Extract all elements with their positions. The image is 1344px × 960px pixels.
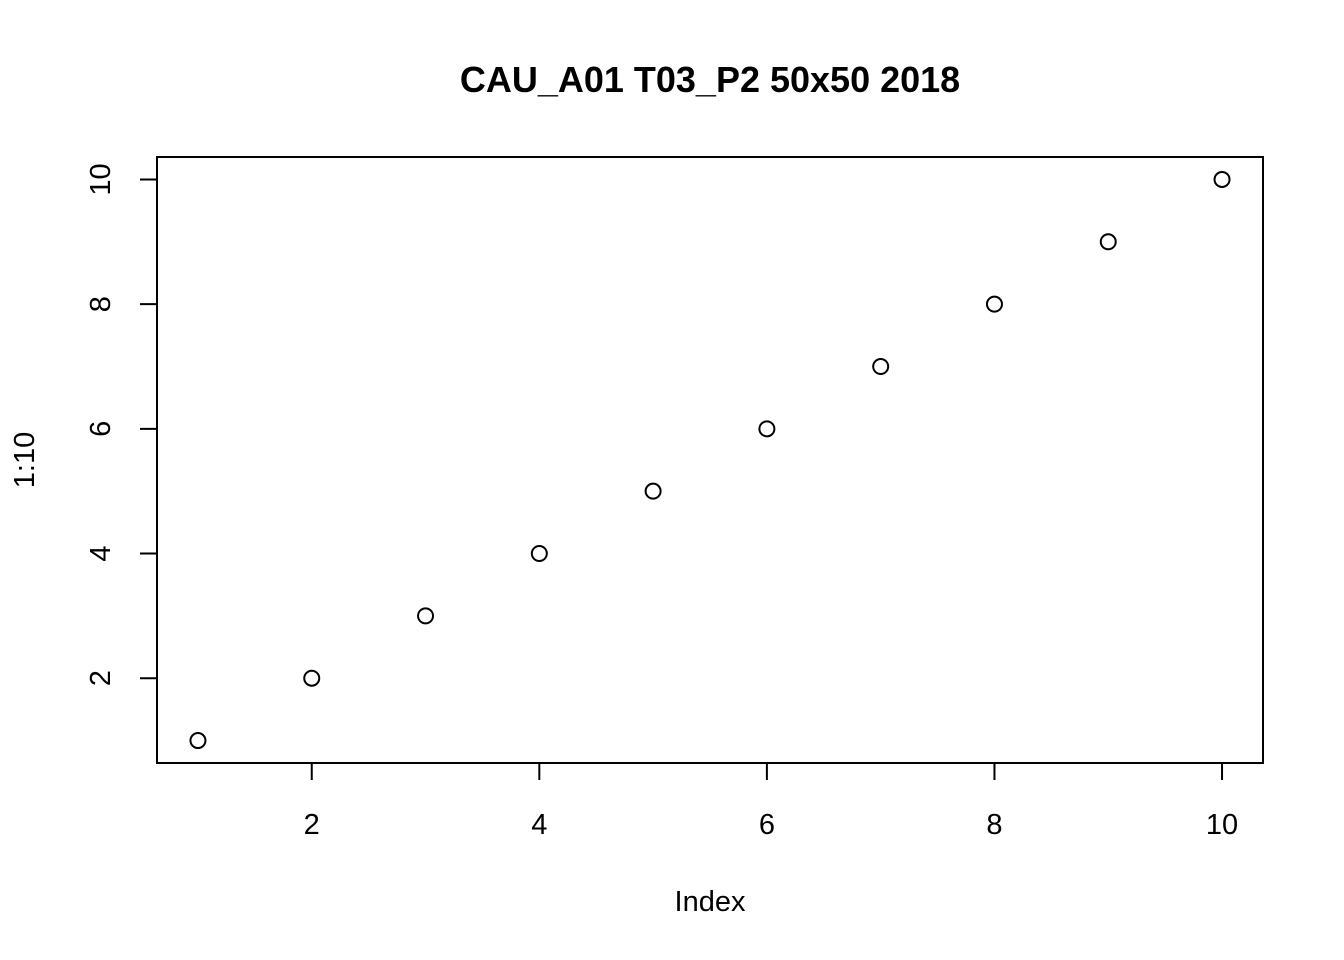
plot-area-frame <box>156 156 1264 764</box>
y-axis-label: 1:10 <box>9 432 41 488</box>
data-point <box>758 420 776 438</box>
data-points <box>189 170 1231 750</box>
chart-title: CAU_A01 T03_P2 50x50 2018 <box>460 59 960 100</box>
x-axis: 2 4 6 8 10 <box>304 762 1238 841</box>
data-point <box>417 607 435 625</box>
y-tick-label: 6 <box>85 421 117 437</box>
x-tick-label: 8 <box>986 809 1002 841</box>
y-tick-label: 8 <box>85 296 117 312</box>
data-point <box>1213 170 1231 188</box>
data-point <box>985 295 1003 313</box>
x-tick-label: 4 <box>531 809 547 841</box>
x-tick-label: 10 <box>1206 809 1238 841</box>
data-point <box>530 545 548 563</box>
data-point <box>872 357 890 375</box>
data-point <box>189 732 207 750</box>
y-axis: 2 4 6 8 10 <box>85 163 158 686</box>
data-point <box>1099 233 1117 251</box>
data-point <box>644 482 662 500</box>
y-tick-label: 10 <box>85 163 117 195</box>
y-tick-label: 4 <box>85 545 117 561</box>
x-axis-label: Index <box>675 886 746 918</box>
y-tick-label: 2 <box>85 670 117 686</box>
x-tick-label: 2 <box>304 809 320 841</box>
data-point <box>303 669 321 687</box>
x-tick-label: 6 <box>759 809 775 841</box>
